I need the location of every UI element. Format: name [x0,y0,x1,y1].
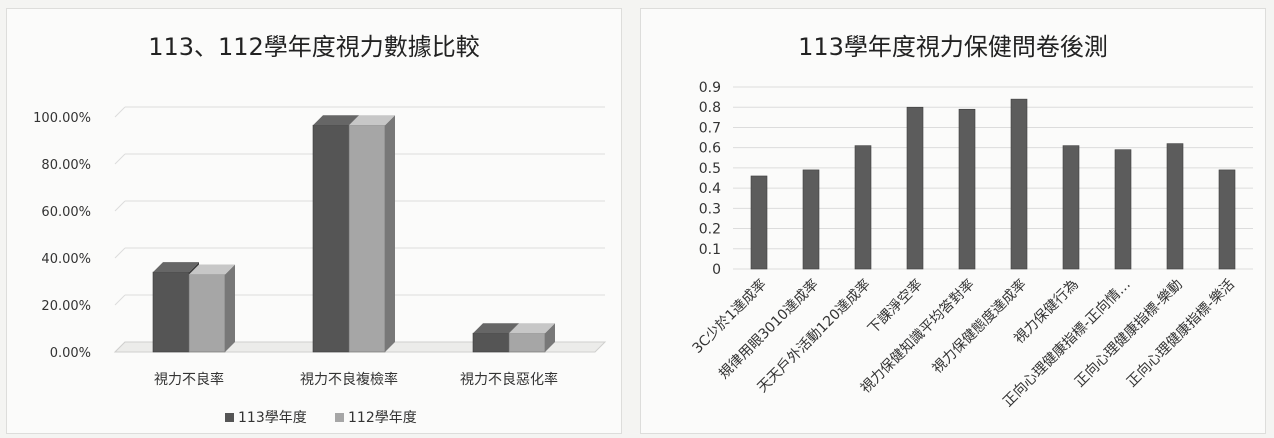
y-tick-label: 60.00% [41,205,91,220]
bar-side [225,264,235,352]
bar [1010,98,1028,270]
bar-top [509,323,555,334]
bar [1114,149,1132,270]
right-chart-title: 113學年度視力保健問卷後測 [798,33,1108,61]
bar-side [545,323,555,352]
bar-front [508,332,546,353]
y-tick-label: 0 [712,262,721,278]
legend-label: 112學年度 [348,410,417,426]
y-tick-label: 0.5 [699,161,721,177]
y-tick-label: 0.1 [699,242,721,258]
bar-front [188,274,226,353]
gridline-side [114,294,126,306]
gridline-side [114,153,126,165]
bar [854,145,872,270]
x-category-label: 視力不良複檢率 [300,371,398,388]
gridline-side [114,200,126,212]
x-category-label: 規律用眼3010達成率 [715,276,822,383]
left-chart: 0.00% 20.00% 40.00% 60.00% 80.00% 100.00% 視力不良… [33,106,607,426]
bar-top [189,264,235,275]
y-tick-label: 0.2 [699,222,721,238]
bar [1166,143,1184,270]
x-category-label: 視力保健態度達成率 [929,276,1030,377]
bar-front [472,332,510,353]
y-tick-label: 20.00% [41,299,91,314]
bar-top [153,262,199,273]
bar-top [349,115,395,126]
y-tick-label: 80.00% [41,158,91,173]
gridline-side [114,247,126,259]
gridline-side [114,106,126,118]
bar-front [312,124,350,353]
bar [348,115,395,353]
bar-top [473,323,519,334]
bar-top [313,115,359,126]
y-tick-label: 0.6 [699,141,721,157]
y-tick-label: 100.00% [33,111,91,126]
y-tick-label: 0.3 [699,201,721,217]
bar-front [152,271,190,353]
bar [802,169,820,270]
right-chart: 00.10.20.30.40.50.60.70.80.93C少於1達成率規律用眼… [689,80,1253,410]
legend-swatch [225,413,234,422]
y-tick-label: 0.8 [699,100,721,116]
y-tick-label: 40.00% [41,252,91,267]
bar [188,264,235,353]
y-tick-label: 0.00% [50,346,91,361]
bar [906,106,924,270]
bar [1062,145,1080,270]
y-tick-label: 0.4 [699,181,721,197]
y-tick-label: 0.9 [699,80,721,96]
bar [750,175,768,270]
left-chart-title: 113、112學年度視力數據比較 [148,33,480,61]
bar [1218,169,1236,270]
y-tick-label: 0.7 [699,120,721,136]
bar-side [385,115,395,352]
bar-front [348,124,386,353]
bar [508,323,555,353]
legend-label: 113學年度 [238,410,307,426]
x-category-label: 視力不良惡化率 [460,371,558,388]
legend-swatch [335,413,344,422]
bar [958,108,976,270]
right-chart-panel: 113學年度視力保健問卷後測 0 0.1 0.2 0.3 0.4 0.5 0.6 0.7 0.8… [640,8,1266,434]
left-chart-panel: 113、112學年度視力數據比較 0.00% 20.00% 40.00% 60.00%… [6,8,622,434]
x-category-label: 視力不良率 [154,371,224,388]
